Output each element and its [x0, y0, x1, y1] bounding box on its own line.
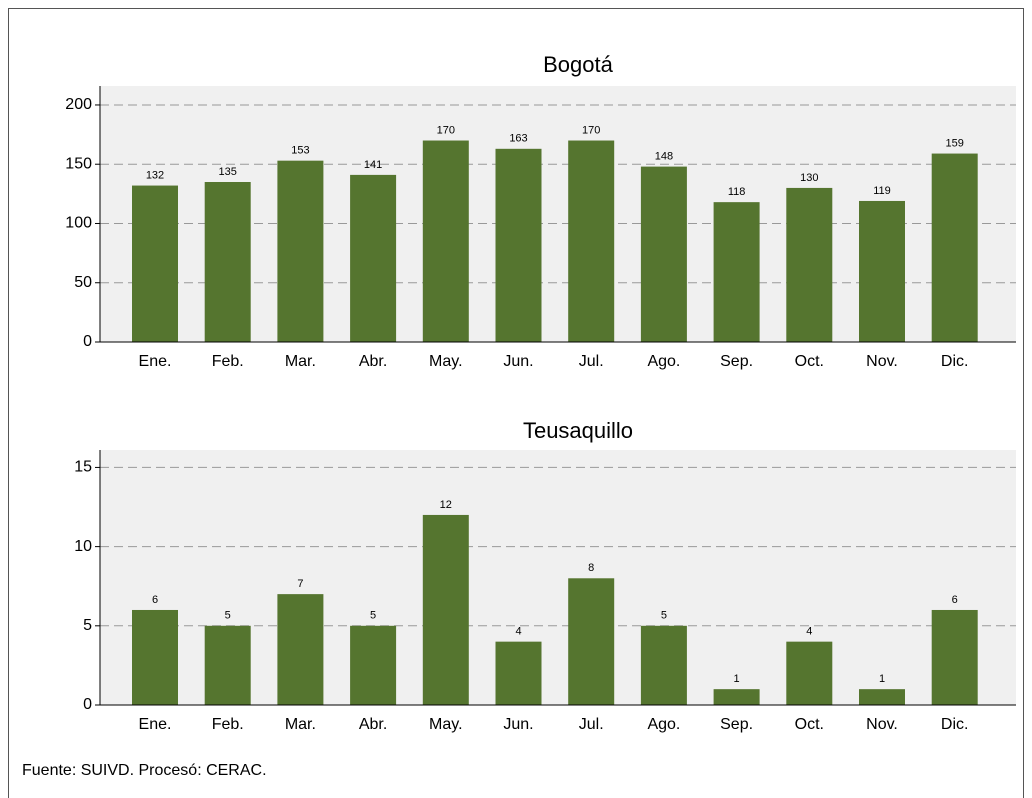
- y-tick-label: 0: [83, 696, 92, 713]
- bar: [931, 609, 978, 705]
- data-label: 159: [946, 137, 964, 149]
- x-tick-label: Feb.: [212, 353, 244, 370]
- x-tick-label: Ene.: [139, 716, 172, 733]
- x-tick-label: Oct.: [795, 716, 824, 733]
- data-label: 1: [734, 673, 740, 685]
- data-label: 5: [661, 610, 667, 622]
- x-tick-label: Nov.: [866, 716, 898, 733]
- x-tick-label: Oct.: [795, 353, 824, 370]
- bar: [786, 187, 833, 342]
- chart-title: Teusaquillo: [523, 418, 633, 443]
- bar: [859, 200, 905, 342]
- data-label: 4: [515, 626, 521, 638]
- bar: [132, 185, 178, 342]
- data-label: 170: [437, 124, 455, 136]
- bar: [422, 140, 469, 342]
- x-tick-label: Dic.: [941, 716, 969, 733]
- y-tick-label: 100: [65, 215, 92, 232]
- data-label: 5: [370, 610, 376, 622]
- y-tick-label: 10: [74, 538, 92, 555]
- data-label: 135: [219, 166, 237, 178]
- x-tick-label: Nov.: [866, 353, 898, 370]
- bar: [277, 160, 324, 342]
- y-tick-label: 0: [83, 333, 92, 350]
- x-tick-label: Jun.: [503, 716, 533, 733]
- data-label: 5: [225, 610, 231, 622]
- bar: [640, 166, 687, 342]
- data-label: 4: [806, 626, 812, 638]
- x-tick-label: May.: [429, 353, 462, 370]
- data-label: 6: [952, 594, 958, 606]
- bar: [786, 641, 833, 705]
- x-tick-label: Mar.: [285, 716, 316, 733]
- x-tick-label: Ene.: [139, 353, 172, 370]
- plot-area: [100, 450, 1016, 705]
- data-label: 141: [364, 159, 382, 171]
- chart-title: Bogotá: [543, 52, 613, 77]
- bar: [931, 153, 978, 342]
- data-label: 153: [291, 145, 309, 157]
- source-note: Fuente: SUIVD. Procesó: CERAC.: [22, 762, 267, 779]
- bar: [713, 689, 760, 705]
- bar: [422, 514, 469, 705]
- bar: [495, 641, 542, 705]
- x-tick-label: Jun.: [503, 353, 533, 370]
- x-tick-label: Sep.: [720, 716, 753, 733]
- bar: [495, 148, 542, 342]
- data-label: 163: [509, 133, 527, 145]
- data-label: 8: [588, 562, 594, 574]
- x-tick-label: Jul.: [579, 716, 604, 733]
- bar: [568, 140, 615, 342]
- x-tick-label: Sep.: [720, 353, 753, 370]
- data-label: 118: [728, 186, 746, 198]
- data-label: 6: [152, 594, 158, 606]
- bar: [350, 625, 397, 705]
- data-label: 148: [655, 150, 673, 162]
- x-tick-label: Jul.: [579, 353, 604, 370]
- y-tick-label: 50: [74, 274, 92, 291]
- x-tick-label: Ago.: [647, 716, 680, 733]
- x-tick-label: Dic.: [941, 353, 969, 370]
- y-tick-label: 15: [74, 459, 92, 476]
- x-tick-label: May.: [429, 716, 462, 733]
- bar: [568, 578, 615, 705]
- x-tick-label: Abr.: [359, 353, 387, 370]
- data-label: 12: [440, 499, 452, 511]
- data-label: 132: [146, 169, 164, 181]
- data-label: 7: [297, 578, 303, 590]
- y-tick-label: 200: [65, 96, 92, 113]
- x-tick-label: Mar.: [285, 353, 316, 370]
- x-tick-label: Feb.: [212, 716, 244, 733]
- bar: [204, 182, 251, 342]
- x-tick-label: Ago.: [647, 353, 680, 370]
- y-tick-label: 5: [83, 617, 92, 634]
- y-tick-label: 150: [65, 155, 92, 172]
- data-label: 119: [873, 185, 891, 197]
- x-tick-label: Abr.: [359, 716, 387, 733]
- data-label: 130: [800, 172, 818, 184]
- data-label: 1: [879, 673, 885, 685]
- bar: [204, 625, 251, 705]
- data-label: 170: [582, 124, 600, 136]
- bar: [277, 594, 324, 705]
- bar: [132, 609, 178, 705]
- bar: [859, 689, 905, 705]
- bar: [350, 174, 397, 342]
- bar: [713, 202, 760, 342]
- bar: [640, 625, 687, 705]
